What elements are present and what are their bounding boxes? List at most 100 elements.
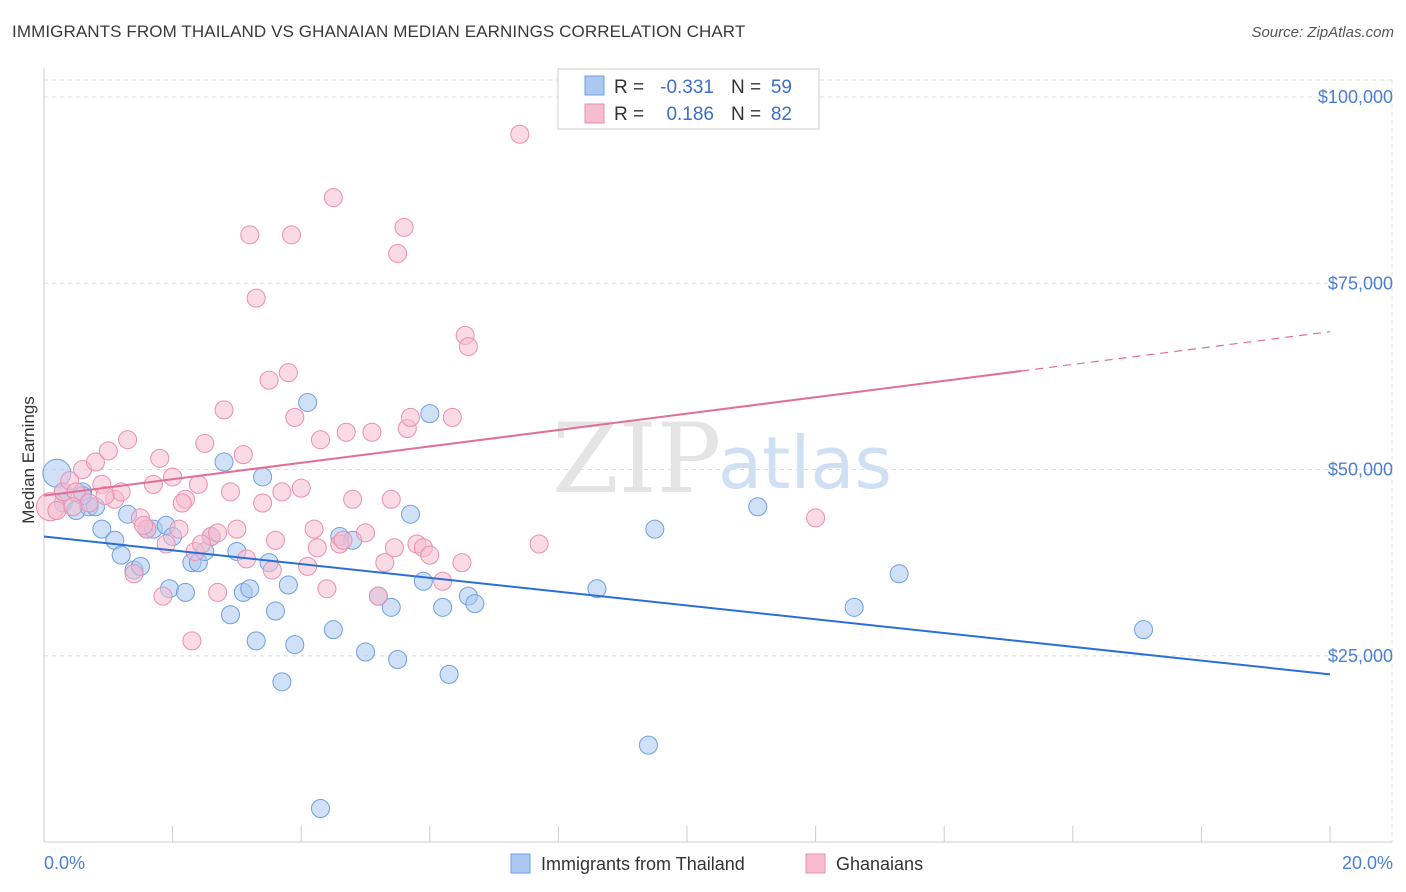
legend-n-label-2: N = [731,104,761,125]
thailand-point-29 [253,467,273,487]
thailand-point-45 [413,571,433,591]
x-tick-label-max: 20.0% [1342,853,1393,873]
thailand-point-32 [272,672,292,692]
watermark: ZIP atlas [552,403,892,515]
ghanaian-point-38 [278,363,298,383]
ghanaian-point-31 [233,445,253,465]
thailand-point-53 [645,519,665,539]
ghanaian-point-73 [307,538,327,558]
ghanaian-point-75 [153,586,173,606]
thailand-point-33 [278,575,298,595]
bottom-legend-swatch-pink [805,853,826,874]
ghanaian-point-28 [214,400,234,420]
chart-source: Source: ZipAtlas.com [1251,24,1394,41]
thailand-point-44 [401,504,421,524]
ghanaian-point-36 [265,530,285,550]
points-layer [35,124,1154,818]
ghanaian-point-81 [192,534,212,554]
ghanaian-point-32 [240,225,260,245]
thailand-point-40 [356,642,375,662]
x-tick-label-min: 0.0% [44,853,85,873]
ghanaian-point-24 [188,474,208,494]
ghanaian-point-12 [118,430,138,450]
ghanaian-trend-line [43,370,1022,497]
ghanaian-point-50 [356,523,375,543]
thailand-point-48 [439,664,459,684]
thailand-point-57 [1134,620,1154,640]
ghanaian-point-13 [124,564,144,584]
ghanaian-point-17 [150,448,170,468]
ghanaian-point-69 [806,508,826,528]
thailand-point-56 [889,564,909,584]
ghanaian-point-48 [336,422,356,442]
watermark-zip: ZIP [552,403,721,515]
thailand-point-31 [265,601,285,621]
ghanaian-point-35 [259,370,279,390]
y-tick-label-1: $50,000 [1328,460,1393,480]
thailand-point-23 [214,452,234,472]
ghanaian-point-16 [143,474,163,494]
ghanaian-point-52 [368,586,388,606]
ghanaian-point-71 [172,493,192,513]
thailand-point-34 [285,635,305,655]
ghanaian-point-68 [529,534,549,554]
ghanaian-point-64 [452,553,472,573]
ghanaian-point-33 [246,288,266,308]
thailand-point-28 [246,631,266,651]
ghanaian-point-9 [98,441,118,461]
y-tick-label-3: $100,000 [1318,87,1393,107]
thailand-point-37 [323,620,343,640]
thailand-point-46 [420,404,440,424]
ghanaian-point-25 [195,433,215,453]
ghanaian-point-43 [304,519,324,539]
thailand-point-24 [220,605,240,625]
legend-r-label-1: R = [614,77,644,98]
ghanaian-point-79 [384,538,404,558]
ghanaian-point-37 [272,482,292,502]
thailand-point-55 [844,597,864,617]
ghanaian-point-40 [285,407,305,427]
ghanaian-point-34 [253,493,273,513]
legend-swatch-pink [584,103,605,124]
thailand-point-52 [638,735,658,755]
ghanaian-point-41 [291,478,311,498]
ghanaian-point-44 [310,430,330,450]
thailand-point-35 [298,392,318,412]
y-tick-label-0: $25,000 [1328,646,1393,666]
thailand-trend-line [43,535,1331,676]
watermark-atlas: atlas [718,421,892,505]
y-tick-label-2: $75,000 [1328,273,1393,293]
axes-layer [43,68,1392,843]
ghanaian-point-49 [343,489,363,509]
y-axis-label: Median Earnings [19,396,38,524]
thailand-point-7 [92,519,112,539]
thailand-point-50 [465,594,485,614]
ghanaian-point-55 [388,243,408,263]
thailand-point-27 [240,579,260,599]
ghanaian-point-53 [375,553,395,573]
ghanaian-point-51 [362,422,382,442]
ghanaian-point-61 [420,545,440,565]
ghanaian-point-45 [317,579,337,599]
ghanaian-point-74 [63,497,83,517]
thailand-point-42 [381,597,401,617]
ghanaian-point-66 [458,337,478,357]
bottom-legend-label-ghanaians: Ghanaians [836,854,923,874]
thailand-point-54 [748,497,768,517]
chart-title: IMMIGRANTS FROM THAILAND VS GHANAIAN MED… [12,22,746,41]
legend-r-value-2: 0.186 [666,104,714,125]
ghanaian-point-20 [169,519,189,539]
ghanaian-point-39 [282,225,302,245]
legend-n-label-1: N = [731,77,761,98]
trend-layer [43,331,1331,676]
ghanaian-point-80 [333,530,353,550]
ghanaian-point-54 [381,489,401,509]
ghanaian-point-78 [95,486,115,506]
thailand-point-43 [388,649,408,669]
ghanaian-point-56 [394,217,414,237]
legend-n-value-2: 82 [771,104,792,125]
correlation-legend: R = -0.331 N = 59 R = 0.186 N = 82 [557,68,820,130]
legend-r-label-2: R = [614,104,644,125]
ghanaian-point-70 [134,515,154,535]
ghanaian-point-62 [433,571,453,591]
